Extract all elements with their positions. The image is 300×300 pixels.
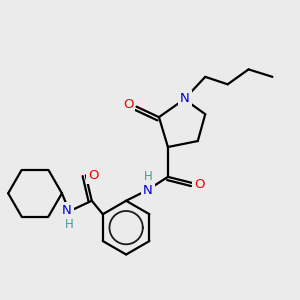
Text: O: O bbox=[123, 98, 134, 111]
Text: N: N bbox=[180, 92, 190, 105]
Text: O: O bbox=[88, 169, 98, 182]
Text: H: H bbox=[65, 218, 74, 231]
Text: N: N bbox=[62, 204, 72, 217]
Text: N: N bbox=[143, 184, 153, 197]
Text: H: H bbox=[144, 170, 153, 183]
Text: O: O bbox=[194, 178, 205, 191]
